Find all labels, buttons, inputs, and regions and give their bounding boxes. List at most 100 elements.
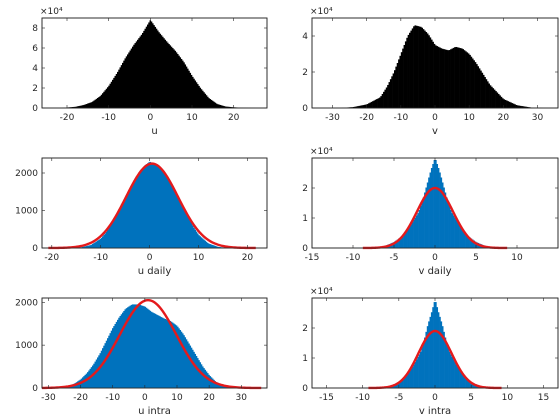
v-bar xyxy=(452,47,455,108)
v_daily-bar xyxy=(404,231,407,248)
u_daily-bar xyxy=(178,199,180,248)
u-bar xyxy=(163,38,165,108)
u_intra-fit-curve xyxy=(41,298,262,390)
u_daily-bar xyxy=(195,231,198,248)
u_daily-bar xyxy=(184,211,187,248)
u_daily-x-tick-label: 0 xyxy=(147,253,153,263)
u_intra-bar xyxy=(100,350,103,388)
u_intra-bar xyxy=(154,313,157,388)
v-bar xyxy=(486,81,489,108)
u-bar xyxy=(195,82,198,108)
v-bar xyxy=(426,33,429,109)
u-bar xyxy=(130,48,133,108)
v_daily-bar xyxy=(454,217,456,248)
v_daily-x-tick-label: 10 xyxy=(511,253,523,263)
v_intra-bar xyxy=(452,359,455,388)
u_intra-histogram-bars xyxy=(54,304,235,388)
v_intra-y-tick-label: 0 xyxy=(302,384,308,394)
v-bar xyxy=(373,100,376,108)
u_intra-bar xyxy=(178,328,180,388)
u_daily-bar xyxy=(173,189,175,248)
u-exponent-label: ×10⁴ xyxy=(40,7,63,17)
u_daily-bar xyxy=(152,162,154,248)
u_intra-bar xyxy=(137,304,139,388)
u_intra-bar xyxy=(92,365,94,388)
u_daily-bar xyxy=(139,170,142,248)
u_intra-bar xyxy=(205,371,208,388)
u_daily-bar xyxy=(190,223,193,248)
v-bar xyxy=(501,98,504,108)
u_daily-bar xyxy=(118,209,120,248)
u_daily-bar xyxy=(200,237,203,248)
u_intra-bar xyxy=(202,366,204,388)
v_intra-bar xyxy=(436,307,439,388)
v_daily-x-axis-label: v daily xyxy=(418,266,451,277)
subplot-v: -30 -20 -10 0 10 20 30 0 2 4 ×10⁴ v xyxy=(302,7,559,137)
u_intra-x-tick-label: 0 xyxy=(142,393,148,403)
v_intra-bar xyxy=(451,356,454,388)
u-bar xyxy=(198,85,200,108)
u_intra-bar xyxy=(170,321,173,388)
v_daily-y-tick-label: 0 xyxy=(302,244,308,254)
v_daily-bar xyxy=(473,240,475,248)
u-bar xyxy=(84,104,87,108)
v-bar xyxy=(387,84,389,108)
u-bar xyxy=(200,89,203,108)
u_intra-bar xyxy=(155,314,158,388)
u_daily-bar xyxy=(85,246,88,248)
u_daily-bar xyxy=(209,244,212,248)
v-bar xyxy=(522,106,525,108)
v_intra-bar xyxy=(444,337,447,388)
u_daily-bar xyxy=(197,233,199,248)
u-bar xyxy=(199,87,202,108)
u_daily-bar xyxy=(144,165,147,248)
u_intra-bar xyxy=(220,385,223,388)
u_intra-bar xyxy=(102,348,104,388)
v_intra-exponent-label: ×10⁴ xyxy=(310,287,333,297)
u_daily-bar xyxy=(194,229,197,248)
u-bar xyxy=(118,69,120,108)
u-x-tick-label: -20 xyxy=(60,113,75,123)
u_daily-x-axis-label: u daily xyxy=(138,266,172,277)
u_daily-bar xyxy=(149,161,152,248)
u-bar xyxy=(122,62,124,108)
v-bar xyxy=(436,46,439,108)
v-bar xyxy=(411,28,414,108)
v_daily-bar xyxy=(417,213,419,248)
v_intra-bar xyxy=(441,326,444,388)
subplot-u-intra: -30 -20 -10 0 10 20 30 0 1000 2000 u intra xyxy=(15,297,268,417)
v-bar xyxy=(485,79,488,108)
u_intra-bar xyxy=(214,381,217,388)
u_intra-x-tick-label: -10 xyxy=(105,393,120,403)
v_intra-bar xyxy=(421,347,423,388)
v_daily-bar xyxy=(447,202,449,248)
u_intra-bar xyxy=(152,312,154,388)
u_intra-bar xyxy=(210,377,213,388)
v_daily-bar xyxy=(407,228,410,248)
u_daily-bar xyxy=(137,174,139,248)
v-bar xyxy=(419,26,422,108)
v_intra-bar xyxy=(456,366,459,388)
v-bar xyxy=(407,34,410,108)
u_intra-bar xyxy=(209,376,212,388)
v_intra-bar xyxy=(404,376,407,388)
v_daily-bar xyxy=(440,177,443,248)
u_intra-bar xyxy=(195,356,198,388)
v_intra-bar xyxy=(469,380,471,388)
v_intra-bar xyxy=(411,366,414,388)
u_daily-bar xyxy=(207,242,209,248)
u-bar xyxy=(135,41,138,108)
u_daily-bar xyxy=(179,201,182,248)
u_daily-bar xyxy=(165,176,168,248)
v-bar xyxy=(474,62,477,108)
v-bar xyxy=(410,30,413,109)
u-bar xyxy=(107,87,109,108)
u_intra-bar xyxy=(223,385,225,388)
u_daily-bar xyxy=(168,180,170,248)
v_intra-bar xyxy=(410,368,413,388)
v_daily-bar xyxy=(435,160,437,248)
v-x-tick-label: -30 xyxy=(325,113,340,123)
v-bar xyxy=(455,46,458,108)
v_daily-bar xyxy=(430,168,433,248)
v-bar xyxy=(378,97,381,108)
